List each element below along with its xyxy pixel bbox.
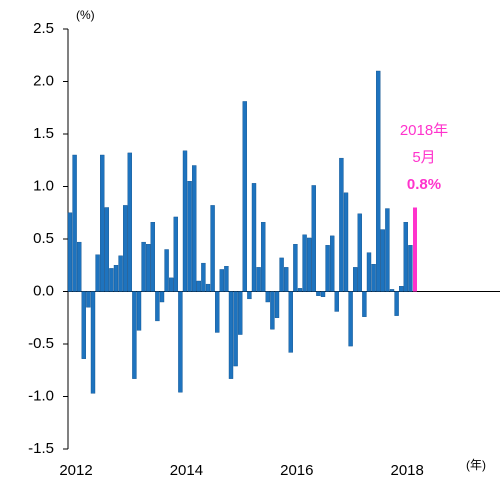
x-tick-label: 2018 [391,462,424,479]
bar [265,291,270,303]
bar [210,205,215,292]
bar [150,221,156,292]
bar [357,213,362,292]
bar [173,216,179,292]
y-tick-label: 1.5 [33,125,54,142]
bar [302,234,307,292]
bar [233,291,238,367]
y-tick-label: 0.0 [33,282,54,299]
bar [196,280,202,292]
bar [155,291,160,322]
bar [251,183,257,292]
bar [191,165,197,292]
y-tick-label: 0.5 [33,230,54,247]
bar [67,212,73,292]
annotation: 2018年 [400,122,448,139]
bar [353,267,358,292]
bar [339,157,344,292]
bar [72,154,77,292]
bar [90,291,96,394]
x-tick-label: 2016 [280,462,313,479]
bar [95,254,100,292]
annotation: 5月 [412,149,435,166]
bar [182,150,188,292]
y-tick-label: 2.5 [33,20,54,37]
bar [366,252,372,292]
annotation: 0.8% [407,176,441,193]
bar [385,208,390,292]
bar [307,237,312,292]
bar [284,267,289,292]
x-tick-label: 2012 [59,462,92,479]
bar [118,255,123,292]
bar [122,205,128,292]
bar [399,286,404,292]
bar [293,244,298,292]
y-unit-label: (%) [76,8,95,22]
bar [81,291,87,359]
bar [237,291,243,335]
bar [297,288,303,292]
x-unit-label: (年) [466,458,486,472]
bar [274,291,280,318]
bar [247,291,252,300]
bar [187,181,192,292]
bar [330,235,335,292]
bar [205,283,211,292]
bar [334,291,339,312]
y-tick-label: 2.0 [33,72,54,89]
bar [136,291,142,331]
bar [288,291,293,353]
bar [219,269,225,292]
bar [394,291,399,316]
bar [343,192,349,292]
bar [389,289,395,292]
bar [159,291,165,303]
bar [371,264,376,292]
bar [113,265,119,292]
bar [224,266,229,292]
y-tick-label: -1.0 [28,387,54,404]
y-tick-label: -1.5 [28,440,54,457]
bar [362,291,367,317]
bar [376,70,381,292]
bar [348,291,353,347]
bar [320,291,326,297]
bar [270,291,275,330]
bar [76,241,82,292]
bar [311,185,316,292]
bar [242,101,248,292]
bar [403,221,408,292]
x-tick-label: 2014 [170,462,203,479]
bar [261,221,266,292]
bar [178,291,183,393]
bar [109,268,114,292]
bar [164,249,169,292]
bar [325,245,330,292]
bar [380,229,385,292]
bar [132,291,137,379]
bar [201,262,206,292]
bar [141,241,146,292]
bar [316,291,321,296]
bar [168,277,174,292]
bar [99,154,105,292]
bar [408,245,413,292]
bar [413,207,417,292]
bar [256,267,261,292]
bar [145,244,151,292]
bar [228,291,234,379]
bar [86,291,91,308]
bar [279,257,284,292]
bar [104,207,110,292]
bar [214,291,220,333]
bar [127,152,133,292]
y-tick-label: -0.5 [28,335,54,352]
y-tick-label: 1.0 [33,177,54,194]
